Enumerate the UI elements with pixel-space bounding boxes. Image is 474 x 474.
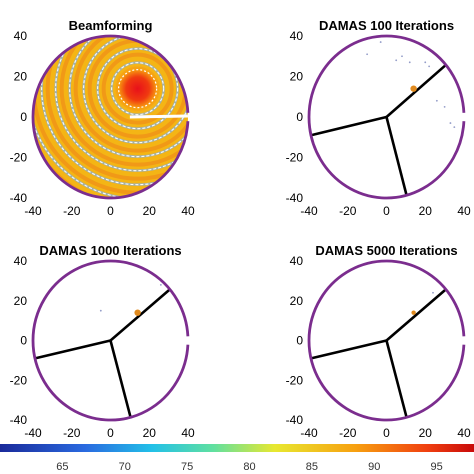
y-tick-label: -20 xyxy=(10,151,28,165)
panel-title: Beamforming xyxy=(69,18,153,33)
y-tick-label: 20 xyxy=(14,70,28,84)
y-tick-label: 40 xyxy=(290,254,304,268)
array-boundary xyxy=(307,34,466,200)
array-arm xyxy=(385,340,408,418)
residual-point xyxy=(428,65,431,68)
residual-point xyxy=(395,59,398,62)
y-tick-label: 20 xyxy=(14,294,28,308)
x-tick-label: -20 xyxy=(339,426,357,440)
y-tick-label: -40 xyxy=(286,413,304,427)
residual-point xyxy=(435,99,438,102)
x-tick-label: 40 xyxy=(457,426,471,440)
x-tick-label: 0 xyxy=(107,204,114,218)
x-tick-label: 20 xyxy=(143,204,157,218)
y-tick-label: 0 xyxy=(20,334,27,348)
x-tick-label: 40 xyxy=(181,204,195,218)
panel-title: DAMAS 5000 Iterations xyxy=(315,243,457,258)
y-tick-label: 40 xyxy=(14,29,28,43)
source-point xyxy=(411,310,416,315)
residual-point xyxy=(449,122,452,124)
panel-4: DAMAS 5000 Iterations -40 -20 0 20 40 40 20 0 -20… xyxy=(286,243,471,440)
y-tick-label: -40 xyxy=(10,413,28,427)
residual-point xyxy=(453,126,456,129)
x-tick-label: 40 xyxy=(181,426,195,440)
y-tick-label: 0 xyxy=(20,110,27,124)
residual-point xyxy=(432,291,434,294)
y-tick-label: 20 xyxy=(290,294,304,308)
x-tick-label: 0 xyxy=(107,426,114,440)
residual-point xyxy=(443,105,446,108)
x-tick-label: 20 xyxy=(143,426,157,440)
array-arm xyxy=(385,63,447,118)
array-arm xyxy=(109,340,132,418)
residual-point xyxy=(159,283,162,286)
x-tick-label: -20 xyxy=(63,426,81,440)
x-tick-label: 0 xyxy=(383,426,390,440)
array-arm xyxy=(34,339,111,360)
x-tick-label: 20 xyxy=(419,426,433,440)
panel-title: DAMAS 100 Iterations xyxy=(319,18,454,33)
y-tick-label: 0 xyxy=(296,334,303,348)
residual-point xyxy=(401,55,403,58)
colorbar-gradient xyxy=(0,444,474,452)
panel-1: Beamforming -40 -20 0 20 40 40 20 0 -20 -40 xyxy=(10,18,195,218)
colorbar-tick-label: 75 xyxy=(181,461,193,473)
y-tick-label: -40 xyxy=(10,191,28,205)
array-boundary xyxy=(31,34,190,200)
array-arm xyxy=(385,116,408,196)
source-point xyxy=(134,309,141,316)
x-tick-label: -40 xyxy=(300,426,318,440)
heatmap-field xyxy=(33,36,188,198)
x-tick-label: -20 xyxy=(63,204,81,218)
panel-title: DAMAS 1000 Iterations xyxy=(39,243,181,258)
source-point xyxy=(410,85,417,92)
x-tick-label: -40 xyxy=(300,204,318,218)
y-tick-label: -40 xyxy=(286,191,304,205)
y-tick-label: 40 xyxy=(290,29,304,43)
y-tick-label: -20 xyxy=(10,373,28,387)
residual-point xyxy=(379,41,382,43)
y-tick-label: 0 xyxy=(296,110,303,124)
array-boundary xyxy=(31,259,190,422)
y-tick-label: 40 xyxy=(14,254,28,268)
x-tick-label: 20 xyxy=(419,204,433,218)
panel-2: DAMAS 100 Iterations -40 -20 0 20 40 40 20 0 -20 -… xyxy=(286,18,471,218)
x-tick-label: 0 xyxy=(383,204,390,218)
colorbar-tick-label: 85 xyxy=(306,461,318,473)
x-tick-label: 40 xyxy=(457,204,471,218)
residual-point xyxy=(99,309,102,312)
residual-point xyxy=(408,61,411,64)
peak-hotspot xyxy=(111,62,164,115)
x-tick-label: -40 xyxy=(24,426,42,440)
colorbar: 65 70 75 80 85 90 95 xyxy=(0,444,474,473)
y-tick-label: -20 xyxy=(286,373,304,387)
y-tick-label: 20 xyxy=(290,70,304,84)
colorbar-tick-label: 95 xyxy=(430,461,442,473)
colorbar-tick-label: 90 xyxy=(368,461,380,473)
residual-point xyxy=(424,61,427,64)
array-arm xyxy=(310,115,387,137)
panel-3: DAMAS 1000 Iterations -40 -20 0 20 40 40 20 0 -20… xyxy=(10,243,195,440)
colorbar-tick-label: 80 xyxy=(243,461,255,473)
x-tick-label: -20 xyxy=(339,204,357,218)
residual-point xyxy=(366,53,369,56)
x-tick-label: -40 xyxy=(24,204,42,218)
colorbar-tick-label: 65 xyxy=(56,461,68,473)
array-arm xyxy=(109,288,171,342)
colorbar-tick-label: 70 xyxy=(119,461,131,473)
y-tick-label: -20 xyxy=(286,151,304,165)
array-arm xyxy=(385,288,447,342)
array-arm xyxy=(310,339,387,360)
array-boundary xyxy=(307,259,466,422)
